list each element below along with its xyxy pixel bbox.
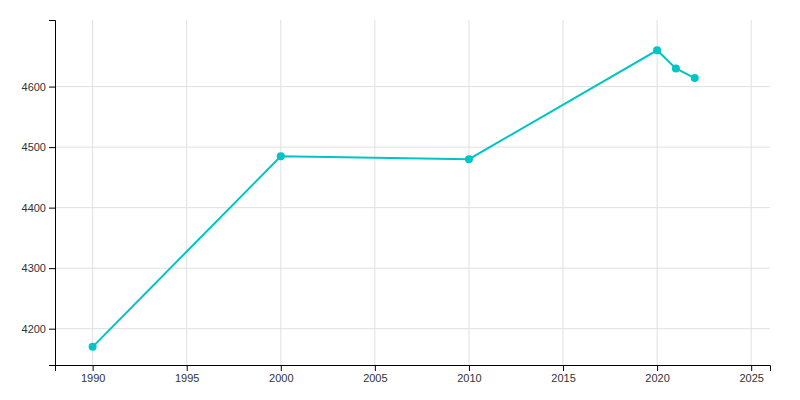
x-tick-mark — [375, 365, 376, 371]
y-tick-mark — [49, 87, 55, 88]
x-tick-label: 2025 — [739, 372, 763, 384]
x-axis: 1990 1995 2000 2005 2010 2015 2020 2025 — [56, 365, 771, 384]
x-tick-mark — [187, 365, 188, 371]
x-tick: 2010 — [457, 365, 481, 384]
point — [277, 152, 285, 160]
x-tick: 2025 — [739, 365, 763, 384]
x-tick-label: 1995 — [175, 372, 199, 384]
point — [465, 155, 473, 163]
point — [691, 74, 699, 82]
x-tick-label: 2020 — [645, 372, 669, 384]
x-tick: 2015 — [551, 365, 575, 384]
x-grid-line — [468, 20, 469, 365]
y-tick-mark — [49, 208, 55, 209]
x-tick-mark — [751, 365, 752, 371]
point — [653, 46, 661, 54]
x-tick-label: 2015 — [551, 372, 575, 384]
x-tick-label: 1990 — [81, 372, 105, 384]
x-tick: 2000 — [269, 365, 293, 384]
y-grid-line — [55, 86, 770, 87]
y-axis-line — [49, 21, 56, 366]
y-tick-label: 4400 — [22, 202, 46, 214]
x-tick-mark — [657, 365, 658, 371]
line — [93, 50, 695, 347]
y-grid-line — [55, 207, 770, 208]
y-tick: 4500 — [22, 141, 55, 153]
y-tick: 4300 — [22, 262, 55, 274]
y-grid-line — [55, 328, 770, 329]
y-tick-label: 4200 — [22, 323, 46, 335]
x-grid-line — [374, 20, 375, 365]
x-grid-line — [657, 20, 658, 365]
x-tick-mark — [281, 365, 282, 371]
x-tick: 1995 — [175, 365, 199, 384]
x-grid-line — [186, 20, 187, 365]
y-tick-mark — [49, 329, 55, 330]
y-grid-line — [55, 268, 770, 269]
x-axis-line — [56, 366, 771, 372]
y-grid-line — [55, 147, 770, 148]
x-grid-line — [563, 20, 564, 365]
x-tick-label: 2000 — [269, 372, 293, 384]
y-tick: 4600 — [22, 81, 55, 93]
x-tick: 2005 — [363, 365, 387, 384]
x-tick-mark — [93, 365, 94, 371]
x-tick-label: 2005 — [363, 372, 387, 384]
plot: 1990 1995 2000 2005 2010 2015 2020 2025 4200 4300… — [22, 20, 771, 384]
point — [672, 64, 680, 72]
y-tick-mark — [49, 147, 55, 148]
chart-svg: 1990 1995 2000 2005 2010 2015 2020 2025 4200 4300… — [0, 0, 800, 400]
y-tick: 4200 — [22, 323, 55, 335]
y-tick-label: 4600 — [22, 81, 46, 93]
y-tick: 4400 — [22, 202, 55, 214]
x-tick: 1990 — [81, 365, 105, 384]
y-tick-label: 4300 — [22, 262, 46, 274]
x-grid-line — [280, 20, 281, 365]
marks — [89, 46, 699, 351]
point — [89, 343, 97, 351]
y-tick-label: 4500 — [22, 141, 46, 153]
x-tick: 2020 — [645, 365, 669, 384]
x-grid-line — [751, 20, 752, 365]
y-tick-mark — [49, 268, 55, 269]
grid — [55, 20, 770, 365]
x-tick-mark — [563, 365, 564, 371]
chart-container: 1990 1995 2000 2005 2010 2015 2020 2025 4200 4300… — [0, 0, 800, 400]
y-axis: 4200 4300 4400 4500 4600 — [22, 21, 56, 366]
x-tick-label: 2010 — [457, 372, 481, 384]
x-tick-mark — [469, 365, 470, 371]
x-grid-line — [92, 20, 93, 365]
